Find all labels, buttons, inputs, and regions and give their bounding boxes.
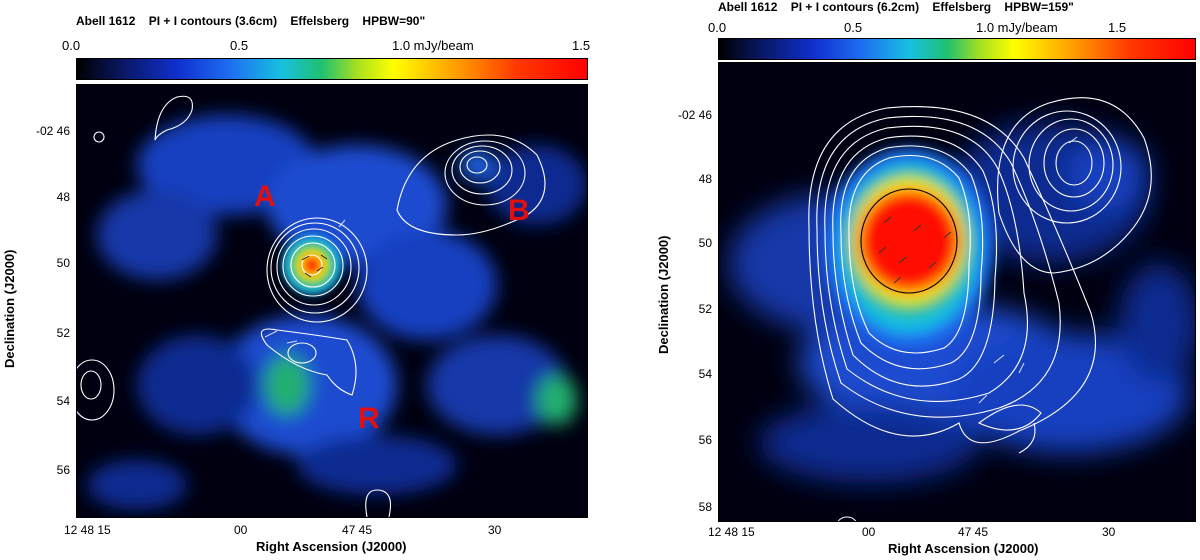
left-xlabel: Right Ascension (J2000)	[256, 539, 407, 554]
left-xtick-1: 00	[234, 523, 248, 537]
left-map-image	[76, 84, 588, 518]
left-xtick-3: 30	[488, 523, 502, 537]
left-xtick-2: 47 45	[342, 523, 373, 537]
source-label-r: R	[358, 402, 380, 435]
right-map-image	[718, 62, 1196, 522]
left-ytick-3: 52	[56, 326, 70, 340]
right-xtick-1: 00	[862, 525, 876, 539]
left-xtick-0: 12 48 15	[64, 523, 111, 537]
right-xtick-3: 30	[1102, 525, 1116, 539]
left-cbar-tick-3: 1.5	[572, 38, 591, 53]
left-ytick-0: -02 46	[35, 124, 70, 138]
right-cbar-tick-2: 1.0 mJy/beam	[976, 20, 1058, 35]
right-ytick-5: 56	[698, 433, 712, 447]
left-cbar-tick-0: 0.0	[62, 38, 81, 53]
left-ytick-1: 48	[56, 190, 70, 204]
right-xtick-0: 12 48 15	[708, 525, 755, 539]
left-ytick-5: 56	[56, 463, 70, 477]
right-ytick-2: 50	[698, 236, 712, 250]
right-ytick-0: -02 46	[677, 108, 712, 122]
source-label-b: B	[508, 194, 530, 227]
right-cbar-tick-1: 0.5	[844, 20, 863, 35]
right-cbar-tick-3: 1.5	[1108, 20, 1127, 35]
left-colorbar	[76, 58, 588, 80]
left-cbar-tick-1: 0.5	[230, 38, 249, 53]
source-label-a: A	[254, 180, 276, 213]
right-ytick-3: 52	[698, 302, 712, 316]
right-ytick-1: 48	[698, 172, 712, 186]
right-ytick-6: 58	[698, 500, 712, 514]
left-ytick-2: 50	[56, 256, 70, 270]
left-ylabel: Declination (J2000)	[2, 249, 17, 369]
left-cbar-tick-2: 1.0 mJy/beam	[392, 38, 474, 53]
right-colorbar	[718, 38, 1196, 60]
right-cbar-tick-0: 0.0	[708, 20, 727, 35]
left-ytick-4: 54	[56, 394, 70, 408]
left-map-panel: Abell 1612 PI + I contours (3.6cm) Effel…	[2, 14, 591, 554]
left-title: Abell 1612 PI + I contours (3.6cm) Effel…	[76, 14, 426, 28]
right-ylabel: Declination (J2000)	[656, 235, 671, 355]
right-title: Abell 1612 PI + I contours (6.2cm) Effel…	[718, 0, 1074, 14]
right-map-panel: Abell 1612 PI + I contours (6.2cm) Effel…	[600, 0, 1200, 560]
right-ytick-4: 54	[698, 367, 712, 381]
right-xlabel: Right Ascension (J2000)	[888, 541, 1039, 556]
right-xtick-2: 47 45	[958, 525, 989, 539]
